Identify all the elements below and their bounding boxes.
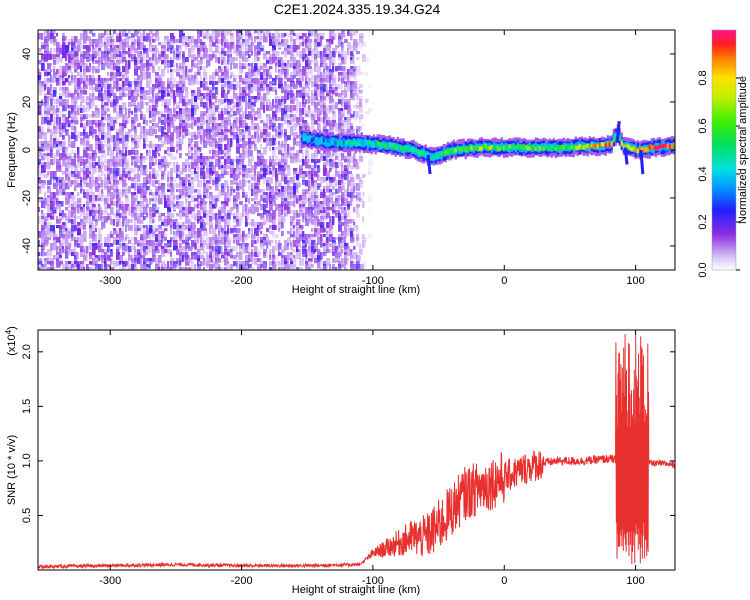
snr-x-tick-label: -100 xyxy=(362,575,384,587)
colorbar-frame xyxy=(711,29,737,271)
spectrogram-ridge xyxy=(300,121,675,175)
snr-series-line xyxy=(38,334,675,570)
snr-y-tick-label: 1.0 xyxy=(21,453,33,468)
spectrogram-y-ticks: -40 -20 0 20 40 xyxy=(21,48,675,254)
colorbar: 0.0 0.2 0.4 0.6 0.8 Normalized spectral ampl… xyxy=(697,29,749,278)
colorbar-ticks: 0.0 0.2 0.4 0.6 0.8 xyxy=(697,70,740,278)
spectrogram-x-tick-label: -100 xyxy=(362,275,384,287)
snr-x-label: Height of straight line (km) xyxy=(292,584,420,596)
figure-title: C2E1.2024.335.19.34.G24 xyxy=(274,1,441,17)
spectrogram-noise xyxy=(38,30,373,270)
spectrogram-x-tick-label: -300 xyxy=(99,275,121,287)
colorbar-tick-label: 0.6 xyxy=(697,118,709,133)
snr-y-tick-label: 0.5 xyxy=(21,508,33,523)
snr-y-ticks: 0.5 1.0 1.5 2.0 xyxy=(21,344,675,523)
snr-panel: -300 -200 -100 0 100 0.5 1.0 1.5 2.0 Height of … xyxy=(4,326,676,596)
snr-frame xyxy=(37,329,676,571)
snr-x-ticks: -300 -200 -100 0 100 xyxy=(99,330,645,587)
snr-y-tick-label: 1.5 xyxy=(21,399,33,414)
snr-x-tick-label: 100 xyxy=(626,575,644,587)
spectrogram-x-ticks: -300 -200 -100 0 100 xyxy=(99,30,645,287)
spectrogram-x-tick-label: 100 xyxy=(626,275,644,287)
spectrogram-x-label: Height of straight line (km) xyxy=(292,284,420,296)
spectrogram-y-tick-label: 40 xyxy=(21,48,33,60)
snr-x-tick-label: -200 xyxy=(231,575,253,587)
spectrogram-y-tick-label: 0 xyxy=(21,147,33,153)
colorbar-tick-label: 0.2 xyxy=(697,214,709,229)
spectrogram-y-label: Frequency (Hz) xyxy=(6,112,18,188)
snr-y-label: SNR (10 * v/v) xyxy=(6,435,18,505)
spectrogram-x-tick-label: -200 xyxy=(231,275,253,287)
snr-x-tick-label: 0 xyxy=(501,575,507,587)
spectrogram-y-tick-label: 20 xyxy=(21,96,33,108)
colorbar-tick-label: 0.4 xyxy=(697,166,709,181)
colorbar-label: Normalized spectral amplitude xyxy=(737,76,749,224)
colorbar-tick-label: 0.8 xyxy=(697,70,709,85)
colorbar-gradient xyxy=(712,30,736,270)
snr-y-multiplier: (x104) xyxy=(4,326,18,356)
snr-background xyxy=(38,330,675,570)
colorbar-tick-label: 0.0 xyxy=(697,262,709,277)
snr-x-tick-label: -300 xyxy=(99,575,121,587)
spectrogram-y-tick-label: -20 xyxy=(21,190,33,206)
snr-y-tick-label: 2.0 xyxy=(21,344,33,359)
spectrogram-x-tick-label: 0 xyxy=(501,275,507,287)
spectrogram-y-tick-label: -40 xyxy=(21,238,33,254)
